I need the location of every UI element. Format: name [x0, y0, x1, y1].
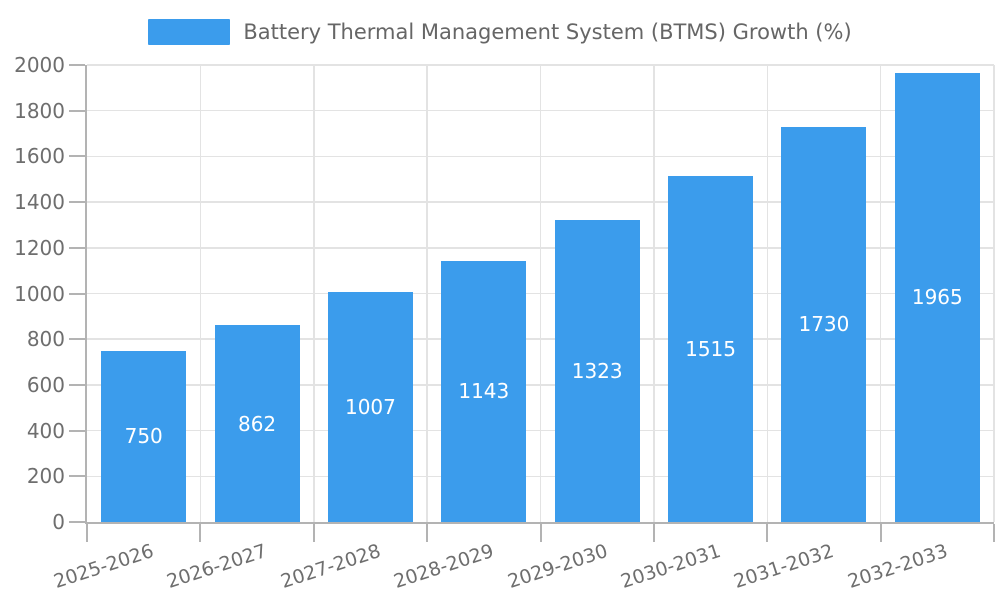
- bar-value-label: 1965: [911, 285, 963, 310]
- x-tick-label: 2029-2030: [504, 540, 610, 593]
- y-tick: [69, 109, 85, 112]
- y-tick-label: 1800: [14, 98, 65, 123]
- gridline-v: [993, 65, 995, 522]
- y-axis-line: [85, 65, 87, 524]
- bar-value-label: 1323: [571, 358, 623, 383]
- x-tick: [766, 524, 769, 542]
- x-tick: [539, 524, 542, 542]
- y-tick: [69, 521, 85, 523]
- gridline-v: [766, 65, 768, 522]
- bar[interactable]: [554, 219, 640, 522]
- y-tick: [69, 338, 85, 341]
- gridline-v: [313, 65, 315, 522]
- gridline-v: [653, 65, 655, 522]
- x-tick-label: 2031-2032: [731, 540, 837, 593]
- y-tick: [69, 201, 85, 204]
- x-tick: [426, 524, 429, 542]
- y-tick-label: 400: [26, 418, 65, 443]
- y-tick-label: 0: [52, 510, 65, 534]
- x-axis-line: [85, 522, 994, 524]
- bar[interactable]: [327, 291, 413, 522]
- x-tick-label: 2025-2026: [51, 540, 157, 593]
- bar[interactable]: [668, 175, 754, 522]
- legend-swatch-icon: [148, 19, 231, 45]
- bar[interactable]: [894, 73, 980, 522]
- y-tick-label: 2000: [14, 53, 65, 77]
- x-tick: [86, 524, 88, 542]
- legend-label: Battery Thermal Management System (BTMS)…: [243, 20, 852, 44]
- x-tick: [199, 524, 202, 542]
- gridline-v: [539, 65, 542, 522]
- legend[interactable]: Battery Thermal Management System (BTMS)…: [0, 19, 1000, 45]
- gridline-v: [199, 65, 202, 522]
- y-tick: [69, 292, 85, 295]
- bar[interactable]: [214, 325, 300, 522]
- bar[interactable]: [101, 350, 187, 522]
- x-tick: [879, 524, 882, 542]
- x-tick-label: 2028-2029: [391, 540, 497, 593]
- bar-value-label: 1007: [344, 394, 396, 419]
- y-tick: [69, 64, 85, 66]
- gridline-v: [426, 65, 428, 522]
- x-tick-label: 2032-2033: [844, 540, 951, 593]
- y-tick: [69, 429, 85, 432]
- y-tick-label: 1000: [14, 281, 65, 306]
- y-tick: [69, 155, 85, 158]
- gridline-v: [879, 65, 882, 522]
- bar[interactable]: [781, 126, 867, 522]
- y-tick-label: 1400: [14, 190, 65, 215]
- y-tick-label: 800: [26, 327, 65, 352]
- bar[interactable]: [441, 260, 527, 522]
- x-tick: [993, 524, 995, 542]
- x-tick-label: 2026-2027: [164, 540, 270, 593]
- bar-value-label: 1730: [798, 312, 850, 337]
- x-tick-label: 2027-2028: [277, 540, 384, 593]
- bar-value-label: 750: [124, 424, 163, 449]
- y-tick-label: 600: [26, 372, 65, 397]
- x-tick: [652, 524, 655, 542]
- y-tick: [69, 246, 85, 249]
- bar-value-label: 1143: [458, 379, 510, 404]
- y-tick-label: 1200: [14, 235, 65, 260]
- y-tick: [69, 475, 85, 478]
- bar-value-label: 1515: [685, 336, 737, 361]
- plot-area: 0 200 400 600 800 1000 1200 1400 1600 1800 2000 750…: [14, 53, 995, 593]
- bar-value-label: 862: [237, 411, 277, 436]
- x-tick: [312, 524, 315, 542]
- y-tick-label: 200: [26, 464, 65, 489]
- y-tick-label: 1600: [14, 144, 65, 169]
- y-tick: [69, 383, 85, 386]
- x-tick-label: 2030-2031: [618, 540, 724, 593]
